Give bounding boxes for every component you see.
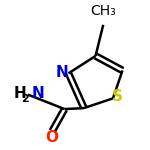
- Text: 2: 2: [21, 94, 29, 104]
- Text: N: N: [56, 65, 68, 80]
- Text: O: O: [46, 130, 59, 145]
- Text: CH₃: CH₃: [90, 4, 116, 18]
- Text: S: S: [112, 89, 123, 104]
- Text: H: H: [14, 86, 26, 101]
- Text: N: N: [32, 86, 44, 101]
